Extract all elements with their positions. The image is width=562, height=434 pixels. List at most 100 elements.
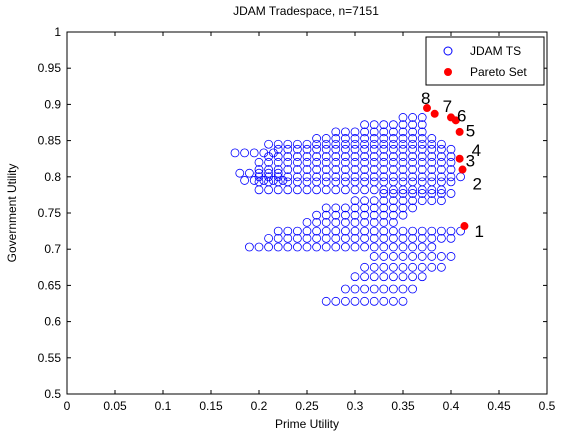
ts-data-point [302, 233, 312, 243]
ts-data-point [398, 233, 408, 243]
ts-data-point [379, 189, 389, 198]
ts-data-point [350, 203, 360, 213]
ts-data-point [388, 189, 398, 198]
ts-data-point [283, 226, 293, 236]
ts-data-point [388, 226, 398, 236]
ts-data-point [240, 148, 250, 158]
ts-data-point [408, 172, 418, 182]
ts-data-point [292, 172, 302, 182]
ts-data-point [331, 127, 341, 137]
ts-data-point [398, 196, 408, 206]
ts-data-point [388, 196, 398, 206]
ts-data-point [369, 157, 379, 167]
ts-data-point [398, 157, 408, 167]
ts-data-point [360, 177, 370, 187]
ts-data-point [388, 210, 398, 220]
ts-data-point [388, 120, 398, 130]
ts-data-point [350, 177, 360, 187]
ts-data-point [321, 144, 331, 154]
ts-data-point [321, 242, 331, 252]
ts-data-point [302, 226, 312, 236]
ts-data-point [292, 157, 302, 167]
ts-data-point [244, 168, 254, 178]
ts-data-point [321, 233, 331, 243]
ts-data-point [312, 233, 322, 243]
ts-data-point [446, 189, 456, 198]
ts-data-point [398, 252, 408, 261]
ts-data-point [340, 226, 350, 236]
ts-data-point [254, 177, 264, 187]
ts-data-point [379, 177, 389, 187]
ts-data-point [369, 242, 379, 252]
ts-data-point [369, 134, 379, 143]
ts-data-point [408, 284, 418, 294]
ts-data-point [292, 144, 302, 154]
points-layer [230, 104, 469, 306]
ts-data-point [240, 176, 250, 185]
ts-data-point [369, 127, 379, 137]
pareto-data-point [447, 113, 455, 122]
ts-data-point [427, 139, 437, 149]
x-tick-label: 0.3 [347, 399, 364, 413]
ts-data-point [436, 172, 446, 182]
ts-data-point [360, 218, 370, 227]
ts-data-point [446, 233, 456, 243]
ts-data-point [254, 168, 264, 178]
ts-data-point [369, 177, 379, 187]
ts-data-point [388, 172, 398, 182]
ts-data-point [340, 134, 350, 143]
ts-data-point [427, 226, 437, 236]
ts-data-point [340, 177, 350, 187]
ts-data-point [408, 120, 418, 130]
ts-data-point [379, 203, 389, 213]
ts-data-point [398, 226, 408, 236]
ts-data-point [446, 152, 456, 161]
ts-data-point [331, 157, 341, 167]
ts-data-point [360, 139, 370, 149]
ts-data-point [427, 165, 437, 174]
ts-data-point [427, 252, 437, 261]
ts-data-point [379, 120, 389, 130]
ts-data-point [321, 157, 331, 167]
ts-data-point [360, 172, 370, 182]
ts-data-point [369, 196, 379, 206]
ts-data-point [302, 165, 312, 174]
ts-data-point [331, 152, 341, 161]
x-tick-label: 0.2 [251, 399, 268, 413]
ts-data-point [312, 165, 322, 174]
ts-data-point [312, 144, 322, 154]
ts-data-point [446, 252, 456, 261]
ts-data-point [360, 284, 370, 294]
ts-data-point [436, 233, 446, 243]
ts-data-point [369, 262, 379, 272]
ts-data-point [254, 172, 264, 182]
ts-data-point [388, 296, 398, 306]
y-tick-label: 0.8 [44, 170, 61, 184]
legend-marker-pareto-icon [444, 68, 452, 76]
ts-data-point [360, 127, 370, 137]
ts-data-point [388, 262, 398, 272]
ts-data-point [331, 233, 341, 243]
ts-data-point [379, 134, 389, 143]
ts-data-point [264, 165, 274, 174]
ts-data-point [417, 120, 427, 130]
ts-data-point [369, 203, 379, 213]
ts-data-point [379, 296, 389, 306]
ts-data-point [436, 157, 446, 167]
ts-data-point [379, 157, 389, 167]
ts-data-point [312, 157, 322, 167]
pareto-point-label: 8 [421, 89, 430, 108]
ts-data-point [388, 134, 398, 143]
ts-data-point [321, 177, 331, 187]
y-tick-label: 1 [54, 25, 61, 39]
x-tick-label: 0 [64, 399, 71, 413]
ts-data-point [283, 233, 293, 243]
ts-data-point [321, 139, 331, 149]
ts-data-point [350, 134, 360, 143]
y-tick-label: 0.5 [44, 387, 61, 401]
ts-data-point [273, 144, 283, 154]
ts-data-point [360, 262, 370, 272]
ts-data-point [369, 233, 379, 243]
ts-data-point [408, 139, 418, 149]
